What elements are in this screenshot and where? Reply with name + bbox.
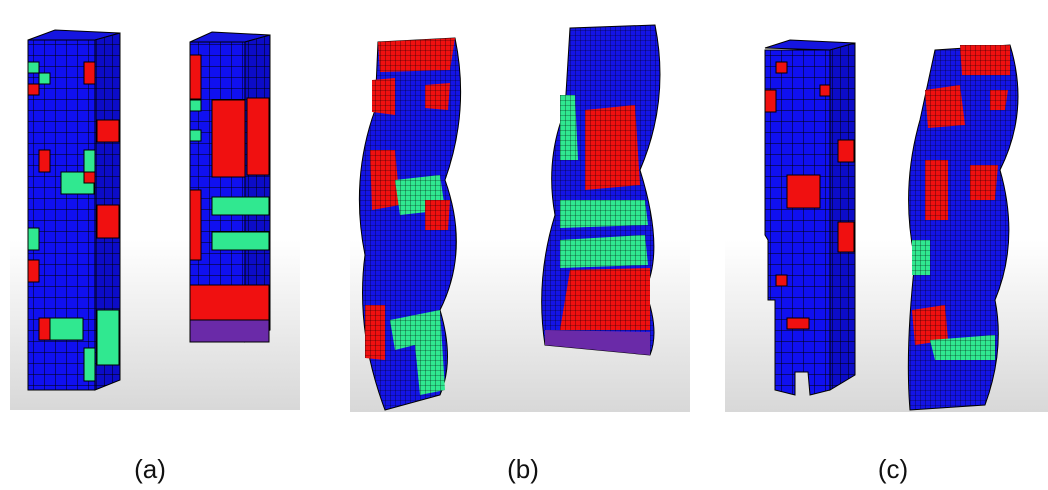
column <box>189 31 271 343</box>
panel-label: (c) <box>878 454 908 484</box>
column <box>541 24 661 356</box>
column <box>907 44 1019 411</box>
column <box>27 29 121 391</box>
column <box>358 37 462 411</box>
column <box>764 39 856 396</box>
panel-label: (a) <box>134 454 166 484</box>
panel-label: (b) <box>507 454 539 484</box>
